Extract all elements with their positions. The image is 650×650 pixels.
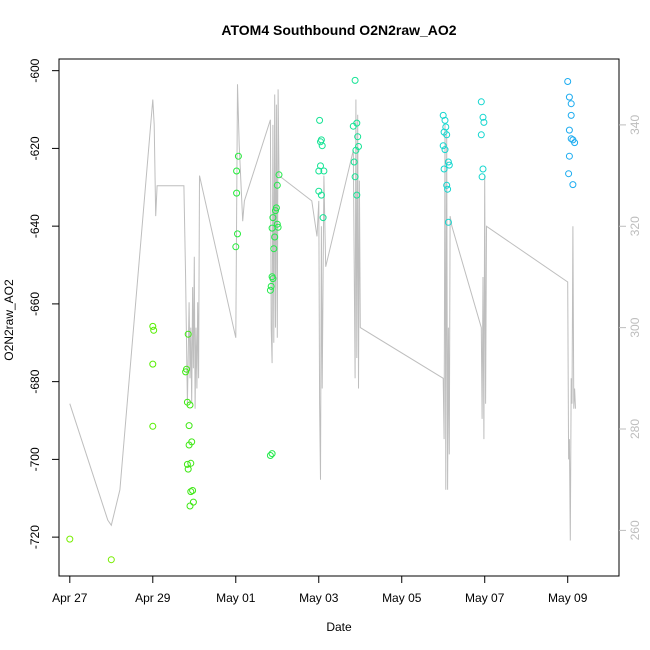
- x-tick-label-6: May 09: [548, 591, 588, 605]
- x-axis: Apr 27 Apr 29 May 01 May 03 May 05 May 07 May …: [52, 576, 588, 605]
- y-tick-label-4: -640: [28, 214, 42, 238]
- y-tick-label-2: -680: [28, 369, 42, 393]
- data-point-89: [566, 171, 572, 177]
- data-point-46: [319, 143, 325, 149]
- y-axis: -720 -700 -680 -660 -640 -620 -600: [28, 58, 59, 549]
- plot-frame: [59, 59, 619, 576]
- x-tick-label-3: May 03: [299, 591, 339, 605]
- data-point-43: [317, 117, 323, 123]
- data-point-19: [190, 499, 196, 505]
- data-point-84: [566, 127, 572, 133]
- data-point-80: [565, 79, 571, 85]
- y2-axis: 260 280 300 320 340: [619, 115, 642, 541]
- y2-tick-label-4: 340: [628, 115, 642, 135]
- y-tick-label-0: -720: [28, 525, 42, 549]
- y-axis-label: O2N2raw_AO2: [2, 279, 16, 361]
- data-point-20: [187, 503, 193, 509]
- y-tick-label-1: -700: [28, 447, 42, 471]
- x-tick-label-5: May 07: [465, 591, 505, 605]
- x-tick-label-1: Apr 29: [135, 591, 171, 605]
- x-tick-label-0: Apr 27: [52, 591, 88, 605]
- y-tick-label-3: -660: [28, 292, 42, 316]
- y-tick-label-5: -620: [28, 136, 42, 160]
- data-point-10: [186, 423, 192, 429]
- data-point-14: [188, 460, 194, 466]
- data-point-53: [352, 77, 358, 83]
- data-point-82: [568, 101, 574, 107]
- x-tick-label-2: May 01: [216, 591, 256, 605]
- data-point-88: [566, 153, 572, 159]
- data-point-78: [480, 166, 486, 172]
- y2-tick-label-1: 280: [628, 419, 642, 439]
- data-point-4: [150, 361, 156, 367]
- secondary-series-line: [70, 84, 576, 540]
- secondary-line-path: [70, 84, 576, 540]
- data-point-3: [151, 327, 157, 333]
- y2-tick-label-2: 300: [628, 317, 642, 337]
- data-point-23: [235, 153, 241, 159]
- y2-tick-label-0: 260: [628, 520, 642, 540]
- y-tick-label-6: -600: [28, 58, 42, 82]
- y2-tick-label-3: 320: [628, 216, 642, 236]
- data-point-45: [318, 137, 324, 143]
- data-point-18: [190, 488, 196, 494]
- data-point-5: [150, 423, 156, 429]
- data-point-0: [67, 536, 73, 542]
- data-point-83: [568, 112, 574, 118]
- x-axis-label: Date: [326, 620, 352, 634]
- data-point-74: [478, 99, 484, 105]
- data-point-81: [566, 94, 572, 100]
- data-point-90: [570, 182, 576, 188]
- data-point-21: [233, 244, 239, 250]
- x-tick-label-4: May 05: [382, 591, 422, 605]
- data-point-22: [235, 231, 241, 237]
- data-point-77: [478, 132, 484, 138]
- chart-title: ATOM4 Southbound O2N2raw_AO2: [221, 22, 456, 38]
- data-point-1: [108, 557, 114, 563]
